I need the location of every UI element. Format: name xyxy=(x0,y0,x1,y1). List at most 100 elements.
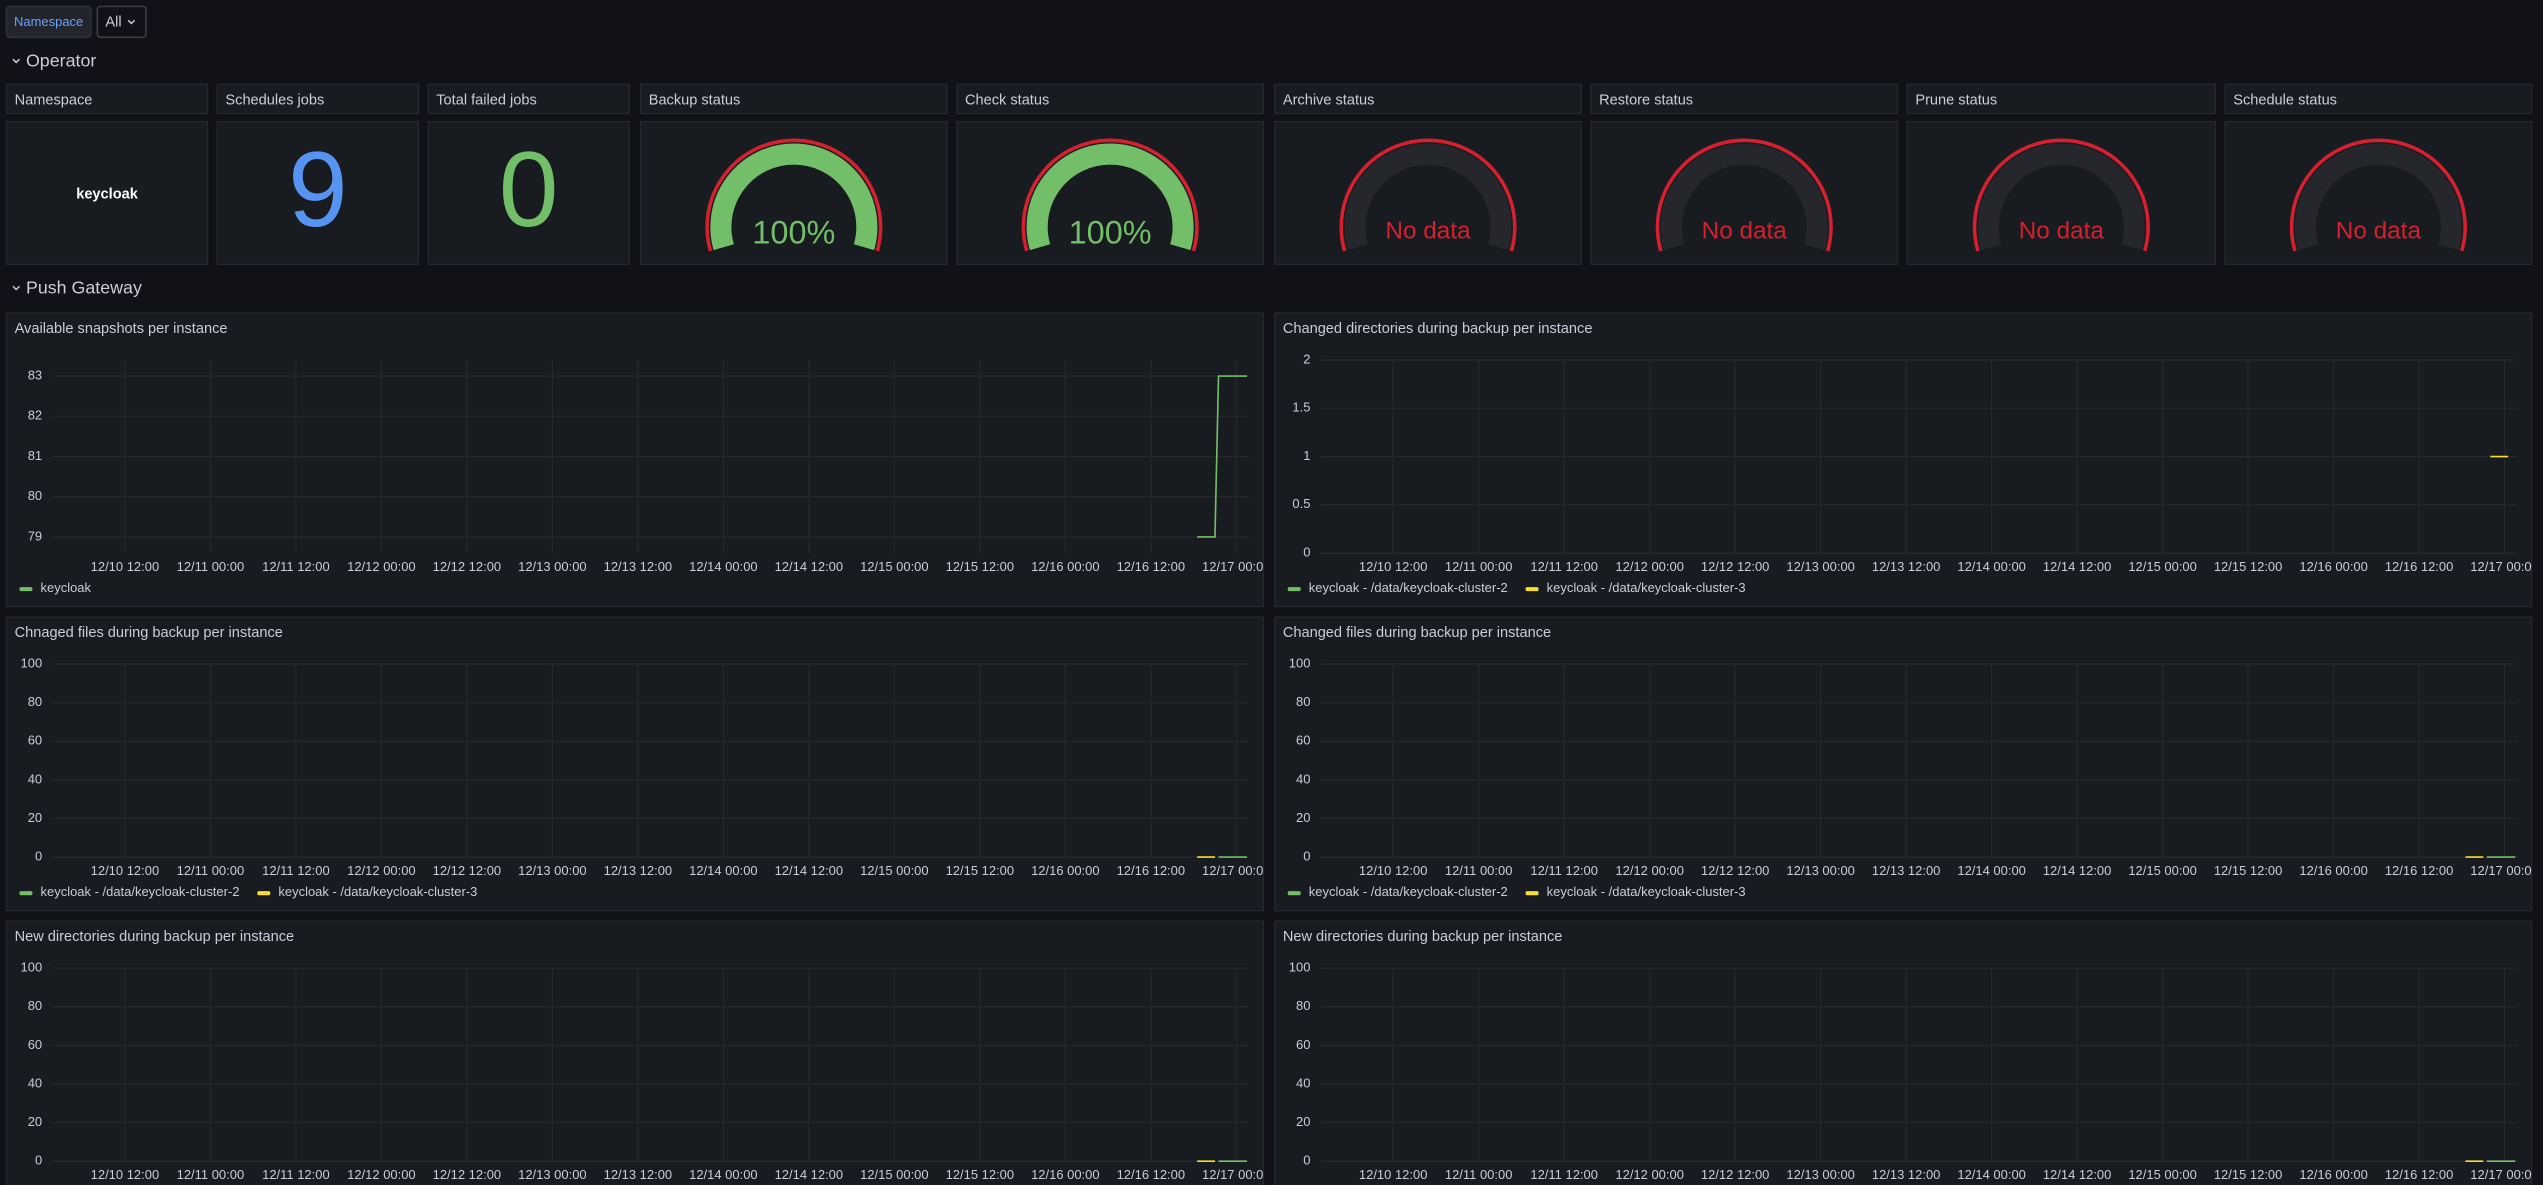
panel-title: Changed directories during backup per in… xyxy=(1283,321,1593,337)
x-tick-label: 12/15 12:00 xyxy=(946,1167,1015,1182)
x-tick-label: 12/13 12:00 xyxy=(604,559,673,574)
panel xyxy=(1274,616,2533,912)
y-tick-label: 60 xyxy=(1296,1037,1310,1052)
y-tick-label: 80 xyxy=(28,488,42,503)
gauge-track xyxy=(1344,143,1512,251)
x-tick-label: 12/13 12:00 xyxy=(604,863,673,878)
x-tick-label: 12/12 00:00 xyxy=(1615,863,1684,878)
x-tick-label: 12/12 00:00 xyxy=(347,559,416,574)
x-tick-label: 12/14 00:00 xyxy=(689,1167,758,1182)
y-tick-label: 79 xyxy=(28,528,42,543)
legend-label[interactable]: keycloak - /data/keycloak-cluster-3 xyxy=(1547,580,1746,595)
variable-select[interactable] xyxy=(96,5,147,39)
y-tick-label: 0.5 xyxy=(1292,496,1310,511)
x-tick-label: 12/15 12:00 xyxy=(946,559,1015,574)
x-tick-label: 12/10 12:00 xyxy=(1359,559,1428,574)
panel-title: Schedule status xyxy=(2233,92,2337,108)
gauge-threshold xyxy=(1655,138,1833,252)
panel xyxy=(5,920,1265,1185)
x-tick-label: 12/15 12:00 xyxy=(2214,559,2283,574)
y-tick-label: 0 xyxy=(1303,544,1310,559)
gauge-label: No data xyxy=(2019,217,2105,244)
y-tick-label: 81 xyxy=(28,448,42,463)
x-tick-label: 12/14 00:00 xyxy=(1957,863,2026,878)
x-tick-label: 12/11 00:00 xyxy=(1445,863,1513,878)
x-tick-label: 12/14 00:00 xyxy=(689,559,758,574)
x-tick-label: 12/12 12:00 xyxy=(1701,863,1770,878)
x-tick-label: 12/17 00:00 xyxy=(1202,559,1271,574)
panel-title: Archive status xyxy=(1283,92,1375,108)
x-tick-label: 12/14 00:00 xyxy=(1957,559,2026,574)
variable-label: Namespace xyxy=(14,14,83,29)
x-tick-label: 12/14 00:00 xyxy=(1957,1167,2026,1182)
gauge-label: No data xyxy=(1385,217,1471,244)
panel xyxy=(1274,312,2533,608)
y-tick-label: 20 xyxy=(28,810,42,825)
gauge-value xyxy=(710,143,878,251)
legend-label[interactable]: keycloak - /data/keycloak-cluster-2 xyxy=(41,884,240,899)
y-tick-label: 2 xyxy=(1303,351,1310,366)
legend-swatch xyxy=(1525,587,1539,592)
x-tick-label: 12/16 00:00 xyxy=(2299,863,2368,878)
x-tick-label: 12/12 00:00 xyxy=(1615,559,1684,574)
row-title[interactable]: Push Gateway xyxy=(26,277,142,297)
x-tick-label: 12/14 12:00 xyxy=(775,559,844,574)
y-tick-label: 20 xyxy=(1296,1114,1310,1129)
variable-label-box xyxy=(5,5,92,39)
y-tick-label: 40 xyxy=(28,1075,42,1090)
x-tick-label: 12/11 00:00 xyxy=(1445,559,1513,574)
collapse-icon xyxy=(12,58,20,64)
x-tick-label: 12/15 00:00 xyxy=(2128,1167,2197,1182)
panel-header xyxy=(2224,83,2533,115)
panel-header xyxy=(639,83,948,115)
series-line xyxy=(1197,375,1248,538)
variable-value[interactable]: All xyxy=(105,15,121,31)
panel-title: New directories during backup per instan… xyxy=(15,929,295,945)
stat-text: keycloak xyxy=(76,186,138,202)
y-tick-label: 82 xyxy=(28,408,42,423)
y-tick-label: 40 xyxy=(1296,1075,1310,1090)
x-tick-label: 12/16 00:00 xyxy=(1031,1167,1100,1182)
y-tick-label: 20 xyxy=(28,1114,42,1129)
panel-title: Prune status xyxy=(1915,92,1997,108)
x-tick-label: 12/16 12:00 xyxy=(1117,863,1186,878)
panel-title: Available snapshots per instance xyxy=(15,321,228,337)
x-tick-label: 12/15 00:00 xyxy=(2128,863,2197,878)
legend-label[interactable]: keycloak - /data/keycloak-cluster-2 xyxy=(1309,884,1508,899)
x-tick-label: 12/14 12:00 xyxy=(2043,559,2112,574)
panel xyxy=(1274,920,2533,1185)
row-title[interactable]: Operator xyxy=(26,50,96,70)
legend-label[interactable]: keycloak - /data/keycloak-cluster-2 xyxy=(1309,580,1508,595)
legend-label[interactable]: keycloak - /data/keycloak-cluster-3 xyxy=(1547,884,1746,899)
panel-header xyxy=(1590,83,1899,115)
x-tick-label: 12/14 12:00 xyxy=(775,1167,844,1182)
y-tick-label: 60 xyxy=(28,733,42,748)
x-tick-label: 12/16 12:00 xyxy=(1117,559,1186,574)
legend-swatch xyxy=(19,891,33,896)
x-tick-label: 12/13 12:00 xyxy=(604,1167,673,1182)
x-tick-label: 12/10 12:00 xyxy=(1359,1167,1428,1182)
y-tick-label: 0 xyxy=(35,1153,42,1168)
x-tick-label: 12/17 00:00 xyxy=(1202,1167,1271,1182)
legend-label[interactable]: keycloak - /data/keycloak-cluster-3 xyxy=(278,884,477,899)
y-tick-label: 60 xyxy=(1296,733,1310,748)
x-tick-label: 12/15 00:00 xyxy=(860,1167,929,1182)
legend-label[interactable]: keycloak xyxy=(41,580,92,595)
x-tick-label: 12/13 00:00 xyxy=(518,863,587,878)
x-tick-label: 12/11 00:00 xyxy=(1445,1167,1513,1182)
x-tick-label: 12/16 00:00 xyxy=(2299,1167,2368,1182)
stat-value: 9 xyxy=(288,129,348,249)
y-tick-label: 1 xyxy=(1303,448,1310,463)
x-tick-label: 12/11 12:00 xyxy=(262,863,330,878)
x-tick-label: 12/13 00:00 xyxy=(1786,559,1855,574)
panel-title: Chnaged files during backup per instance xyxy=(15,625,283,641)
y-tick-label: 60 xyxy=(28,1037,42,1052)
x-tick-label: 12/17 00:00 xyxy=(2470,559,2539,574)
x-tick-label: 12/16 12:00 xyxy=(2385,863,2454,878)
x-tick-label: 12/16 00:00 xyxy=(2299,559,2368,574)
x-tick-label: 12/15 00:00 xyxy=(860,559,929,574)
x-tick-label: 12/13 00:00 xyxy=(518,1167,587,1182)
gauge-track xyxy=(1977,143,2145,251)
